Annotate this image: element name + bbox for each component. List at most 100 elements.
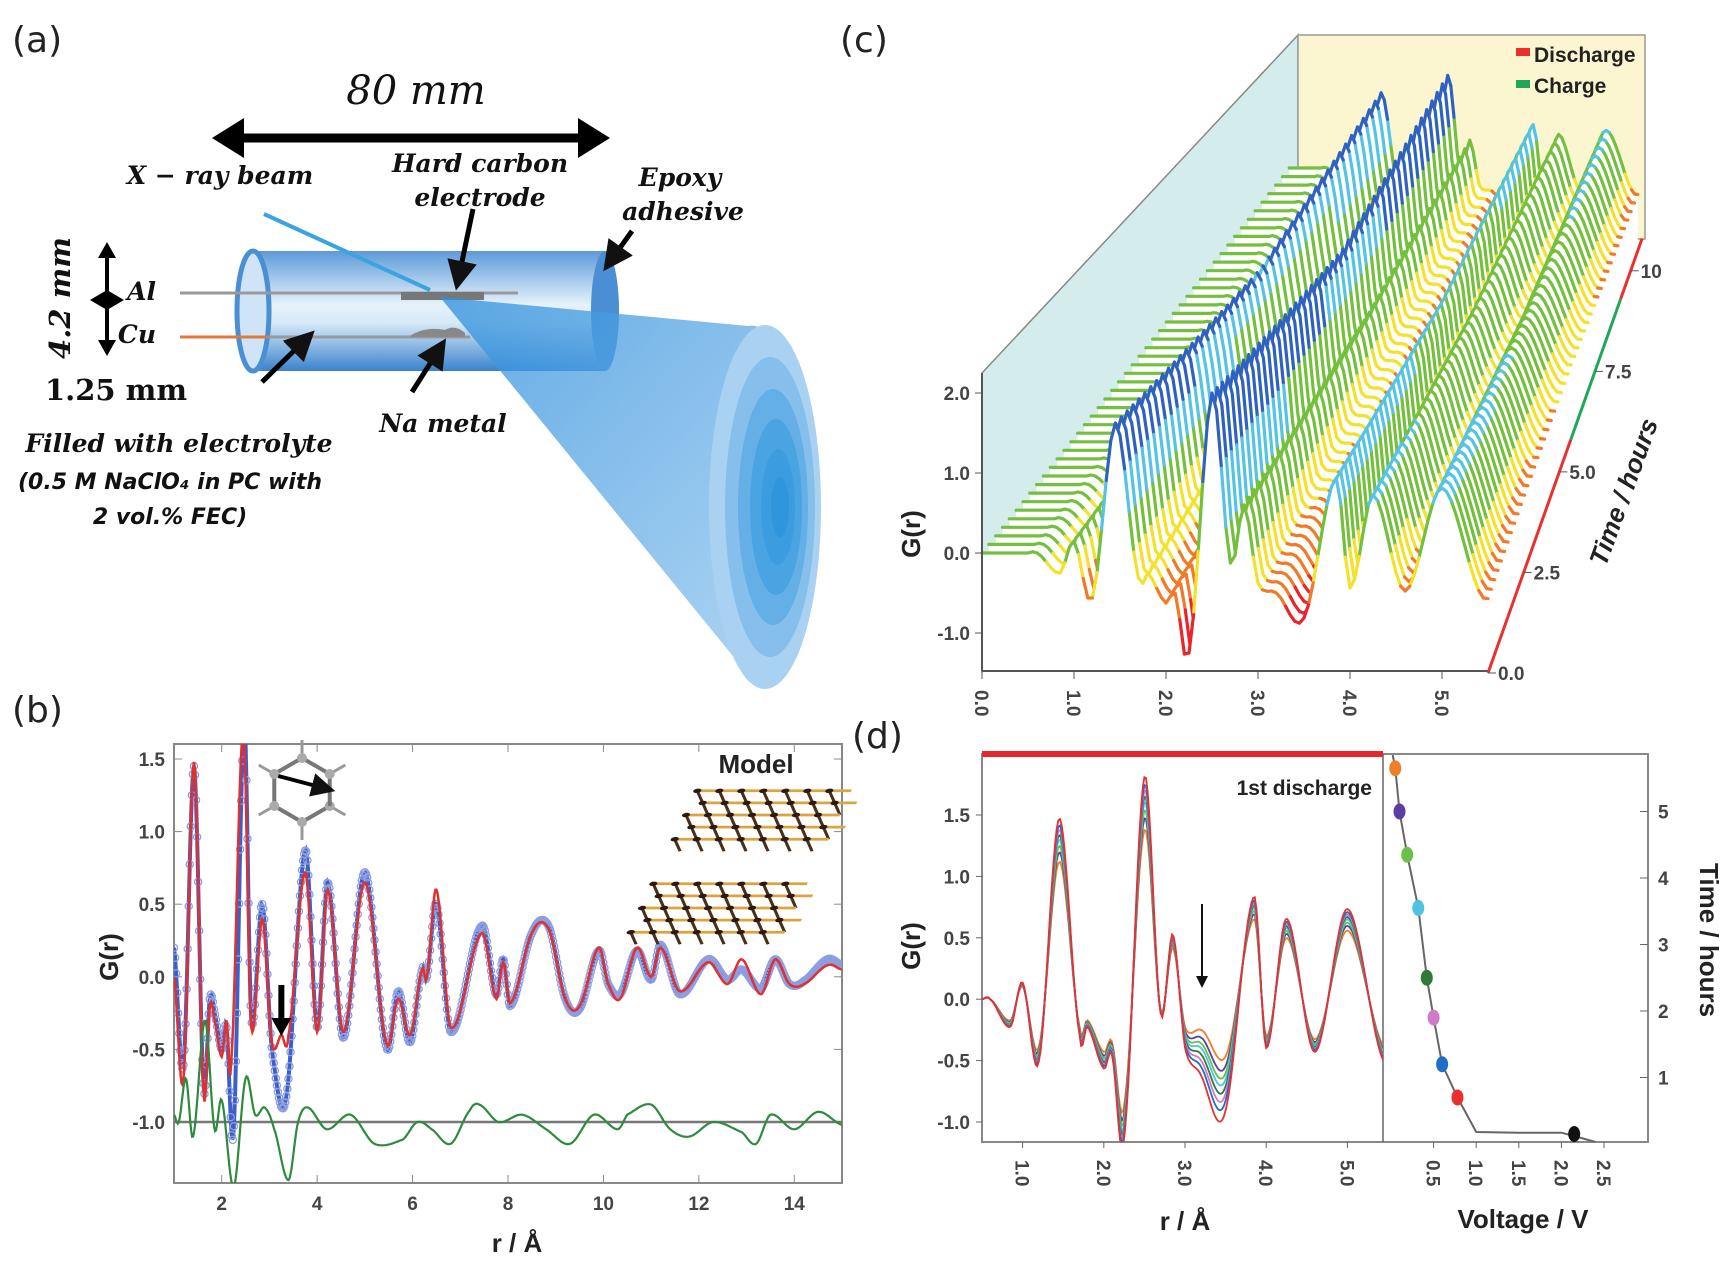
outer-diameter-label: 4.2 mm — [43, 237, 77, 359]
legend-swatch-charge — [1516, 80, 1530, 88]
annotation-arrowhead — [271, 1018, 292, 1036]
observed-point — [297, 865, 307, 875]
scan-line — [1346, 116, 1430, 162]
scan-line — [1269, 229, 1359, 260]
xray-beam-line — [263, 212, 431, 292]
voltage-marker — [1427, 1009, 1440, 1026]
voltage-marker — [1412, 899, 1425, 916]
observed-point — [230, 1095, 240, 1105]
voltage-marker — [1568, 1126, 1581, 1143]
time-tick-label: 10 — [1641, 262, 1662, 283]
y-tick-label: 1.0 — [944, 867, 970, 888]
x-tick-label: 2.5 — [1592, 1160, 1613, 1187]
panel-label-b: (b) — [12, 690, 63, 731]
observed-point — [174, 969, 181, 978]
y-tick-label: 1.0 — [139, 823, 165, 844]
y-tick-label: 0.0 — [944, 990, 970, 1011]
electrode-arrow — [447, 208, 477, 291]
y-axis-label: G(r) — [94, 933, 124, 981]
scan-line — [1340, 125, 1425, 171]
observed-point — [285, 1062, 294, 1071]
scan-line — [1275, 220, 1364, 252]
x-tick-label: 0.5 — [1422, 1160, 1443, 1187]
epoxy-label-1: Epoxy — [638, 163, 723, 192]
electrode-label-2: electrode — [414, 183, 545, 212]
legend: Discharge Charge — [1516, 44, 1636, 98]
diameter-arrow — [90, 242, 124, 356]
x-tick-label: 0.0 — [970, 690, 991, 716]
x-tick-label: 2.0 — [1549, 1160, 1570, 1186]
scan-line — [1178, 602, 1311, 656]
y-tick-label: 2 — [1658, 1002, 1669, 1023]
y-tick-label: 3 — [1658, 936, 1669, 957]
voltage-marker — [1393, 803, 1406, 820]
scan-line — [1364, 90, 1446, 136]
length-arrow — [212, 118, 610, 158]
scan-line — [1216, 289, 1316, 342]
plot-frame — [981, 753, 1649, 1143]
time-axis-charge — [1569, 298, 1623, 441]
fit-line — [174, 744, 842, 1102]
voltage-marker — [1389, 760, 1402, 777]
observed-point — [406, 1035, 416, 1045]
y-axis-label: G(r) — [896, 922, 926, 970]
scan-line — [1352, 108, 1435, 154]
time-tick-label: 5.0 — [1569, 463, 1595, 484]
x-tick-label: 6 — [407, 1194, 418, 1215]
scan-line — [1100, 463, 1453, 531]
observed-point — [480, 926, 489, 935]
observed-point — [241, 718, 248, 725]
xray-beam-label: X − ray beam — [125, 161, 313, 190]
y-tick-label: 2.0 — [944, 384, 970, 405]
voltage-axis-label: Voltage / V — [1458, 1204, 1590, 1234]
x-tick-label: 2 — [216, 1194, 227, 1215]
y-tick-label: -0.5 — [937, 1052, 970, 1073]
x-axis-label: r / Å — [1160, 1206, 1211, 1236]
cu-label: Cu — [118, 320, 156, 349]
observed-point — [360, 868, 370, 877]
voltage-marker — [1436, 1056, 1449, 1073]
legend-discharge: Discharge — [1534, 44, 1636, 67]
observed-point — [255, 913, 265, 922]
scan-line — [1044, 549, 1481, 617]
time-tick-label: 2.5 — [1534, 563, 1561, 584]
observed-point — [286, 1047, 295, 1057]
y-axis-label: G(r) — [896, 510, 926, 558]
y-tick-label: -1.0 — [937, 624, 970, 645]
observed-point — [206, 990, 215, 999]
y-tick-label: 1.5 — [139, 750, 166, 771]
difference-line — [174, 1019, 842, 1183]
observed-point — [324, 879, 333, 888]
y-tick-label: 1 — [1658, 1069, 1669, 1090]
observed-point — [226, 1112, 235, 1122]
x-tick-label: 5.0 — [1335, 1160, 1356, 1186]
observed-point — [229, 1121, 239, 1131]
observed-point — [395, 989, 404, 998]
na-metal-label: Na metal — [378, 409, 506, 438]
panel-label-d: (d) — [852, 716, 903, 757]
scan-line — [1233, 271, 1328, 305]
scan-line — [1227, 277, 1327, 328]
graphene-sheet-inset — [626, 881, 814, 945]
scan-line — [1239, 265, 1333, 299]
y-tick-label: -1.0 — [937, 1113, 970, 1134]
observed-point — [281, 1098, 290, 1107]
x-tick-label: 2.0 — [1092, 1160, 1113, 1186]
time-axis-discharge — [1619, 238, 1644, 300]
scan-line — [1245, 259, 1338, 292]
scan-line — [1334, 133, 1420, 179]
epoxy-arrow — [603, 229, 635, 272]
scan-line — [1358, 99, 1441, 145]
scan-line — [1322, 151, 1409, 196]
scan-line — [1317, 159, 1404, 205]
observed-point — [242, 734, 249, 741]
observed-point — [273, 1087, 283, 1097]
x-tick-label: 4 — [312, 1194, 323, 1215]
electrolyte-label-2: (0.5 M NaClO₄ in PC with — [18, 470, 322, 495]
scan-line — [1281, 212, 1370, 243]
scan-line — [1287, 203, 1375, 234]
x-tick-label: 3.0 — [1246, 690, 1267, 716]
observed-point — [227, 1131, 236, 1140]
observed-point — [303, 856, 312, 865]
scan-line — [1293, 194, 1380, 225]
